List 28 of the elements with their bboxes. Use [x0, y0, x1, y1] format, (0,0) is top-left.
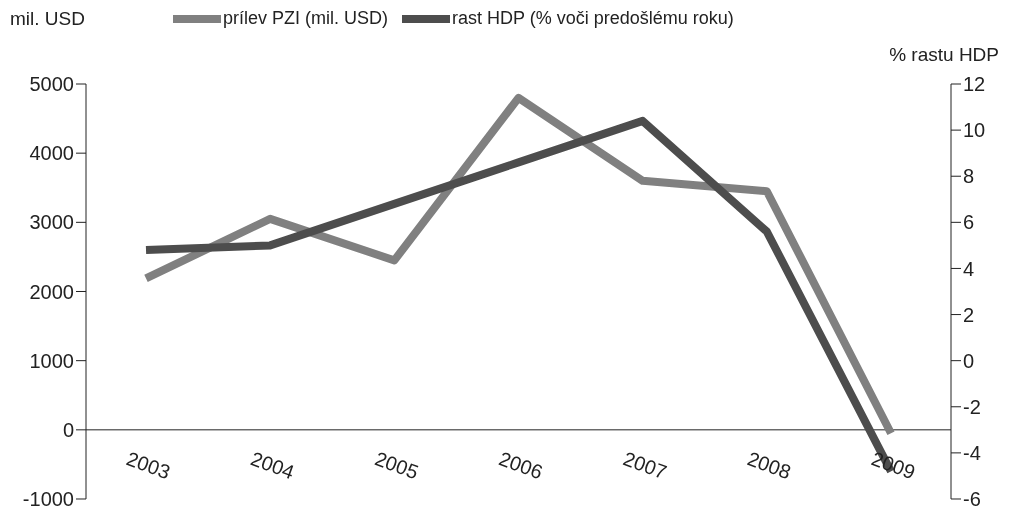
- y2-tick-label: -4: [963, 441, 981, 464]
- y2-axis-title: % rastu HDP: [889, 44, 999, 66]
- y2-tick-label: 6: [963, 211, 975, 234]
- legend-label: rast HDP (% voči predošlému roku): [452, 8, 734, 29]
- x-tick-label: 2006: [496, 447, 546, 484]
- y-tick-label: 4000: [29, 142, 74, 165]
- y2-tick-label: 0: [963, 349, 975, 372]
- y-tick-label: 5000: [29, 73, 74, 96]
- y2-tick-label: 12: [963, 73, 986, 96]
- y-axis-title: mil. USD: [10, 8, 85, 30]
- y2-tick-label: 8: [963, 165, 975, 188]
- y2-tick-label: 10: [963, 119, 986, 142]
- x-tick-label: 2005: [372, 447, 422, 484]
- y2-tick-label: -6: [963, 488, 981, 511]
- x-tick-label: 2003: [123, 447, 174, 484]
- x-tick-label: 2007: [620, 447, 670, 484]
- y2-tick-label: -2: [963, 395, 981, 418]
- legend-label: prílev PZI (mil. USD): [223, 8, 389, 29]
- y2-tick-label: 2: [963, 303, 975, 326]
- y-tick-label: 3000: [29, 211, 74, 234]
- y-tick-label: 2000: [29, 280, 74, 303]
- y-tick-label: 1000: [29, 349, 74, 372]
- x-tick-label: 2004: [247, 447, 298, 484]
- x-tick-label: 2008: [744, 447, 794, 484]
- x-tick-label: 2009: [868, 447, 919, 484]
- y-tick-label: 0: [62, 418, 74, 441]
- y2-tick-label: 4: [963, 257, 975, 280]
- y-tick-label: -1000: [22, 488, 74, 511]
